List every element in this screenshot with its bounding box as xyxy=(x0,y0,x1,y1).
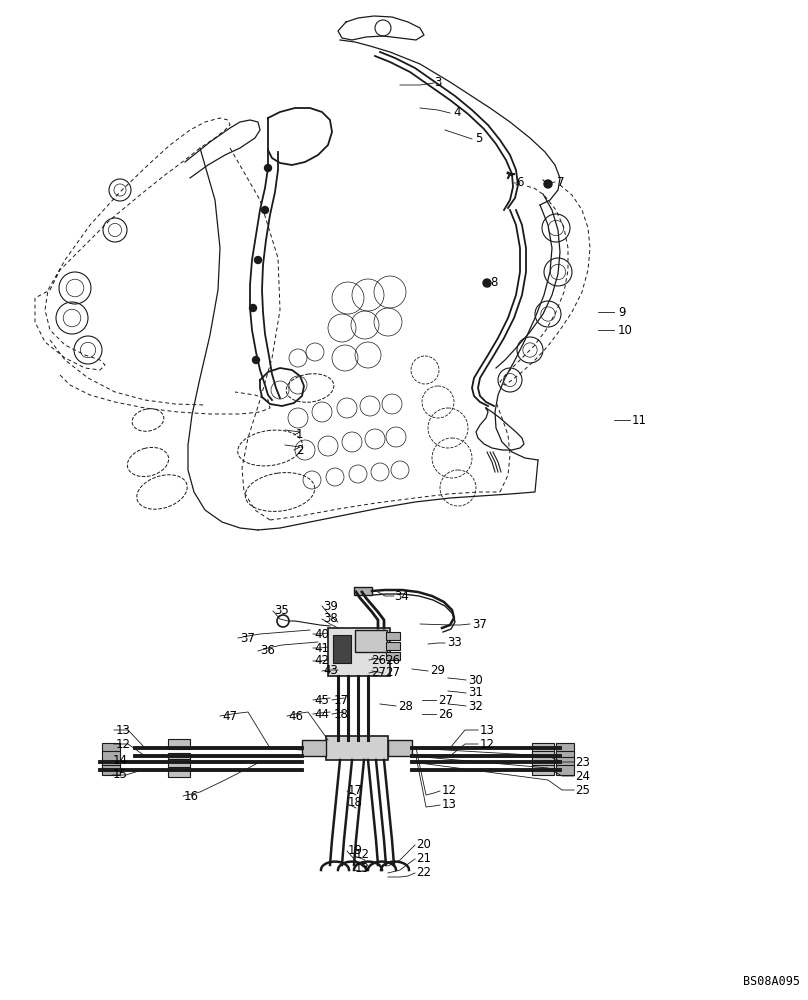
Bar xyxy=(302,740,326,756)
Bar xyxy=(556,757,574,767)
Text: 29: 29 xyxy=(430,664,445,678)
Text: 46: 46 xyxy=(288,710,303,722)
Circle shape xyxy=(264,164,271,172)
Bar xyxy=(168,759,190,769)
Bar xyxy=(556,751,574,761)
Text: 12: 12 xyxy=(355,848,370,861)
Text: 13: 13 xyxy=(480,724,494,736)
Text: 42: 42 xyxy=(314,654,329,668)
Text: 13: 13 xyxy=(442,798,457,810)
Text: 10: 10 xyxy=(618,324,633,336)
Bar xyxy=(102,765,120,775)
Text: 5: 5 xyxy=(475,131,482,144)
Text: 9: 9 xyxy=(618,306,625,318)
Text: 30: 30 xyxy=(468,674,482,686)
Text: 15: 15 xyxy=(113,768,128,780)
Text: 18: 18 xyxy=(348,796,363,810)
Text: 44: 44 xyxy=(314,708,329,720)
Circle shape xyxy=(483,279,491,287)
Text: 31: 31 xyxy=(468,686,483,700)
Bar xyxy=(556,743,574,753)
Bar xyxy=(168,753,190,763)
Text: 16: 16 xyxy=(184,790,199,802)
Text: 26: 26 xyxy=(438,708,453,720)
Bar xyxy=(386,642,400,650)
Text: 7: 7 xyxy=(557,176,565,188)
Text: 3: 3 xyxy=(434,76,441,89)
Text: 12: 12 xyxy=(442,784,457,796)
Bar xyxy=(386,652,400,660)
Text: 26: 26 xyxy=(371,654,386,666)
Text: 20: 20 xyxy=(416,838,431,850)
Text: 28: 28 xyxy=(398,700,413,712)
Circle shape xyxy=(250,304,256,312)
Bar xyxy=(386,632,400,640)
Bar xyxy=(532,765,554,775)
Text: 27: 27 xyxy=(371,666,386,680)
Text: 12: 12 xyxy=(116,738,131,750)
Bar xyxy=(354,587,372,595)
Text: 19: 19 xyxy=(348,844,363,856)
Text: 18: 18 xyxy=(334,708,349,720)
Bar xyxy=(532,743,554,753)
Text: 41: 41 xyxy=(314,642,329,654)
Text: 22: 22 xyxy=(416,865,431,879)
Text: 47: 47 xyxy=(222,710,237,722)
Text: 17: 17 xyxy=(348,784,363,796)
Text: 36: 36 xyxy=(260,645,275,658)
Bar xyxy=(102,743,120,753)
Text: 37: 37 xyxy=(472,617,487,631)
Text: 26: 26 xyxy=(385,654,400,666)
Text: 1: 1 xyxy=(296,428,304,442)
Circle shape xyxy=(544,180,552,188)
Circle shape xyxy=(252,357,259,363)
Text: 6: 6 xyxy=(516,176,524,188)
Text: 17: 17 xyxy=(334,694,349,706)
Bar xyxy=(388,740,412,756)
Text: 2: 2 xyxy=(296,444,304,456)
Text: 13: 13 xyxy=(355,862,370,876)
Bar xyxy=(328,628,390,676)
Text: 40: 40 xyxy=(314,628,329,641)
Text: 45: 45 xyxy=(314,694,329,706)
Text: 27: 27 xyxy=(385,666,400,680)
Circle shape xyxy=(255,256,262,263)
Text: 32: 32 xyxy=(468,700,483,712)
Bar xyxy=(168,767,190,777)
Text: 43: 43 xyxy=(323,664,338,678)
Bar xyxy=(355,630,387,652)
Bar xyxy=(102,751,120,761)
Text: 27: 27 xyxy=(438,694,453,706)
Circle shape xyxy=(262,207,268,214)
Text: 12: 12 xyxy=(480,738,495,750)
Bar xyxy=(326,736,388,760)
Bar xyxy=(333,635,351,663)
Text: 24: 24 xyxy=(575,770,590,782)
Text: 4: 4 xyxy=(453,106,461,119)
Text: 35: 35 xyxy=(274,603,288,616)
Text: 37: 37 xyxy=(240,632,255,645)
Bar xyxy=(168,739,190,749)
Text: 14: 14 xyxy=(113,754,128,766)
Bar xyxy=(556,765,574,775)
Text: BS08A095: BS08A095 xyxy=(743,975,800,988)
Bar xyxy=(532,757,554,767)
Text: 38: 38 xyxy=(323,612,338,626)
Bar xyxy=(102,757,120,767)
Text: 34: 34 xyxy=(394,589,409,602)
Bar xyxy=(532,751,554,761)
Text: 23: 23 xyxy=(575,756,590,768)
Text: 33: 33 xyxy=(447,637,461,650)
Text: 11: 11 xyxy=(632,414,647,426)
Text: 8: 8 xyxy=(490,276,498,290)
Text: 39: 39 xyxy=(323,599,338,612)
Text: 13: 13 xyxy=(116,724,131,736)
Text: 21: 21 xyxy=(416,852,431,864)
Text: 25: 25 xyxy=(575,784,590,796)
